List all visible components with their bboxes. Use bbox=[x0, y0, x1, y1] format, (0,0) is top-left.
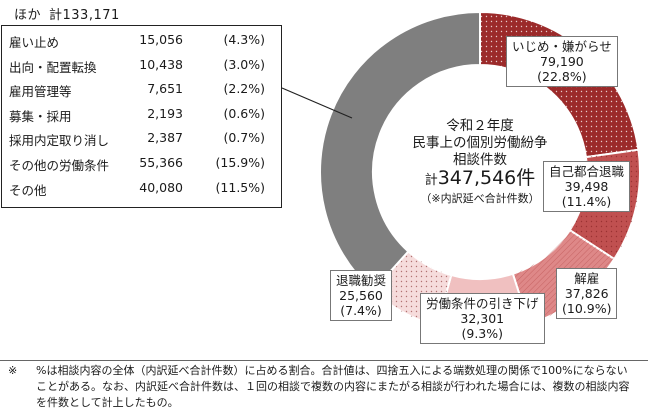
other-row-pct: (3.0%) bbox=[223, 56, 265, 72]
segment-label-hikisage: 労働条件の引き下げ 32,301 (9.3%) bbox=[420, 293, 545, 344]
footnote-divider bbox=[0, 360, 648, 361]
other-row-pct: (4.3%) bbox=[223, 32, 265, 47]
other-row: 募集・採用 2,193 (0.6%) bbox=[2, 104, 281, 128]
other-row-pct: (2.2%) bbox=[223, 81, 265, 97]
other-row: その他の労働条件 55,366 (15.9%) bbox=[2, 153, 281, 177]
other-row-name: その他 bbox=[9, 182, 47, 198]
other-row-name: 採用内定取り消し bbox=[9, 133, 110, 149]
other-row-count: 15,056 bbox=[139, 32, 183, 47]
other-row-pct: (0.7%) bbox=[223, 130, 265, 146]
center-total: 計347,546件 bbox=[424, 167, 536, 189]
other-row: 出向・配置転換 10,438 (3.0%) bbox=[2, 55, 281, 79]
center-title-line-2: 民事上の個別労働紛争 bbox=[412, 135, 548, 151]
other-row-name: 募集・採用 bbox=[9, 108, 72, 124]
other-row-count: 40,080 bbox=[139, 179, 183, 195]
other-row-count: 7,651 bbox=[147, 81, 183, 97]
other-breakdown-title: ほか 計133,171 bbox=[14, 8, 120, 23]
other-row-pct: (15.9%) bbox=[215, 155, 265, 170]
other-row-pct: (11.5%) bbox=[215, 179, 265, 195]
segment-label-taishoku-kansho: 退職勧奨 25,560 (7.4%) bbox=[330, 270, 393, 321]
other-callout-line bbox=[281, 87, 353, 119]
other-row-name: 雇い止め bbox=[9, 35, 60, 50]
other-row: 雇い止め 15,056 (4.3%) bbox=[2, 30, 281, 54]
center-title-line-1: 令和２年度 bbox=[446, 118, 514, 134]
footnote-mark: ※ bbox=[8, 364, 18, 377]
other-row-count: 55,366 bbox=[139, 155, 183, 170]
segment-label-ijime: いじめ・嫌がらせ 79,190 (22.8%) bbox=[506, 36, 618, 87]
other-row: 採用内定取り消し 2,387 (0.7%) bbox=[2, 128, 281, 152]
other-row-name: その他の労働条件 bbox=[9, 158, 110, 173]
segment-label-kaiko: 解雇 37,826 (10.9%) bbox=[556, 268, 618, 319]
center-note: （※内訳延べ合計件数） bbox=[420, 192, 540, 205]
other-row: 雇用管理等 7,651 (2.2%) bbox=[2, 79, 281, 103]
donut-center-text: 令和２年度 民事上の個別労働紛争 相談件数 計347,546件 （※内訳延べ合計… bbox=[395, 118, 565, 207]
other-row-count: 2,193 bbox=[147, 105, 183, 121]
center-title-line-3: 相談件数 bbox=[453, 152, 507, 168]
other-row-name: 雇用管理等 bbox=[9, 84, 72, 100]
other-row: その他 40,080 (11.5%) bbox=[2, 178, 281, 202]
other-row-count: 10,438 bbox=[139, 56, 183, 72]
segment-label-jiko-tsugou: 自己都合退職 39,498 (11.4%) bbox=[543, 161, 631, 212]
other-breakdown-table: 雇い止め 15,056 (4.3%) 出向・配置転換 10,438 (3.0%) 雇用管理等… bbox=[1, 25, 282, 208]
other-row-name: 出向・配置転換 bbox=[9, 59, 97, 75]
donut-segment-5 bbox=[319, 10, 481, 293]
other-row-pct: (0.6%) bbox=[223, 105, 265, 121]
footnote-text: %は相談内容の全体（内訳延べ合計件数）に占める割合。合計値は、四捨五入による端数… bbox=[36, 364, 630, 409]
other-row-count: 2,387 bbox=[147, 130, 183, 146]
